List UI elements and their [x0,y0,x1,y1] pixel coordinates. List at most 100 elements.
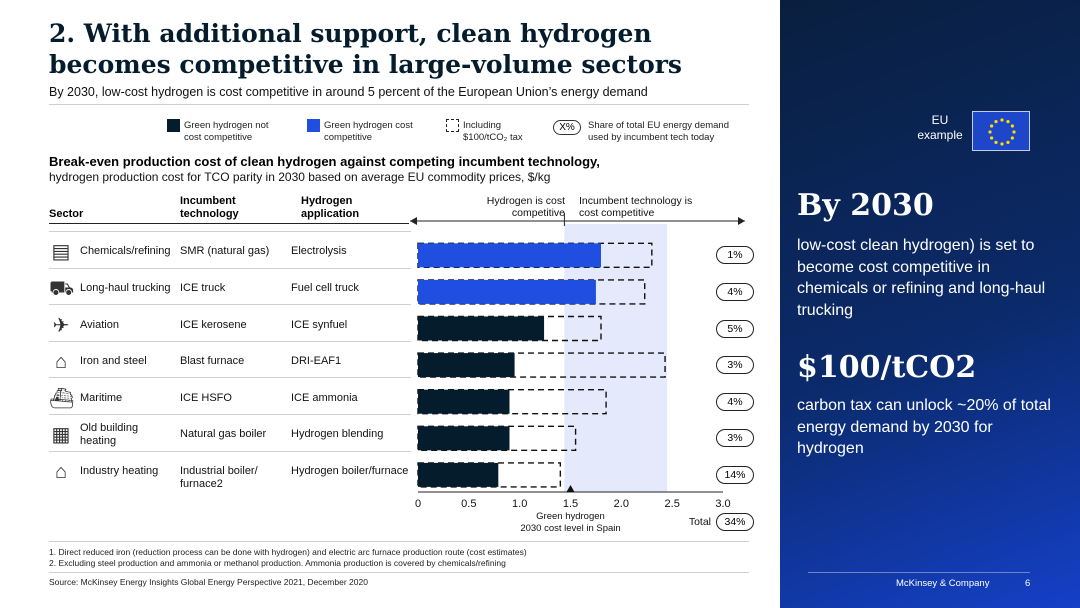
sector-label: Old building heating [80,422,139,448]
chart-subtitle: hydrogen production cost for TCO parity … [49,170,551,184]
legend-label-share: Share of total EU energy demand used by … [588,120,730,143]
flag-star [990,124,994,128]
share-badge: 5% [716,319,754,338]
flag-star [1000,142,1004,146]
hydrogen-application-label: Hydrogen boiler/furnace [291,464,409,477]
row-divider [49,231,411,232]
column-header-divider [49,223,409,224]
bar-not-competitive [418,316,545,341]
marker-triangle [566,485,575,492]
hydrogen-application-label: Electrolysis [291,245,347,258]
bar-not-competitive [418,353,515,378]
sector-label: Aviation [80,318,119,331]
flag-star [994,140,998,144]
source-note: Source: McKinsey Energy Insights Global … [49,577,368,587]
brand-name: McKinsey & Company [896,578,990,589]
share-badge: 1% [716,246,754,265]
legend-swatch-not-competitive [167,119,180,132]
incumbent-label: ICE truck [180,281,226,294]
footnote-2: 2. Excluding steel production and ammoni… [49,558,506,568]
industry-icon: ⌂ [54,460,68,483]
share-badge: 3% [716,429,754,448]
row-divider [49,450,411,452]
share-badge: 3% [716,356,754,375]
ship-icon: ⛴ [49,387,75,410]
x-tick-label: 0 [415,498,421,510]
marker-label-line1: Green hydrogen [536,511,605,522]
bar-not-competitive [418,462,499,487]
page-title: 2. With additional support, clean hydrog… [49,19,682,79]
flag-star [1006,120,1010,124]
truck-icon: ⛟ [49,277,75,300]
eu-flag-icon [972,111,1030,151]
flag-star [1010,124,1014,128]
share-badge: 4% [716,392,754,411]
x-tick-label: 0.5 [461,498,476,510]
chart-title: Break-even production cost of clean hydr… [49,154,600,169]
row-divider [49,340,411,342]
incumbent-label: Natural gas boiler [180,428,267,441]
incumbent-label: SMR (natural gas) [180,245,270,258]
flag-star [1012,130,1016,134]
legend-swatch-competitive [307,119,320,132]
incumbent-label: Industrial boiler/ furnace2 [180,464,258,490]
bar-not-competitive [418,426,510,451]
flag-star [988,130,992,134]
x-tick-label: 2.5 [665,498,680,510]
incumbent-label: ICE kerosene [180,318,247,331]
column-header-incumbent: Incumbent technology [180,195,239,220]
total-label: Total [689,516,711,528]
panel-text-2: carbon tax can unlock ~20% of total ener… [797,397,1051,457]
page-number: 6 [1025,578,1031,589]
incumbent-label: Blast furnace [180,355,245,368]
sector-label: Industry heating [80,464,159,477]
footnote-1: 1. Direct reduced iron (reduction proces… [49,547,527,557]
share-badge: 4% [716,282,754,301]
sector-label: Long-haul trucking [80,281,171,294]
flag-star [990,136,994,140]
footnote-divider [49,541,749,542]
legend-swatch-including-tax [446,119,459,132]
panel-divider [808,572,1030,573]
summary-panel [780,0,1080,608]
flag-star [1006,140,1010,144]
hydrogen-application-label: Fuel cell truck [291,281,359,294]
headline-by-2030: By 2030 [797,188,934,223]
legend-share-symbol: X% [553,120,581,135]
bar-not-competitive [418,389,510,414]
factory-icon: ▤ [51,241,71,264]
row-divider [49,414,411,415]
flag-star [1000,118,1004,122]
sector-label: Iron and steel [80,355,147,368]
hydrogen-application-label: Hydrogen blending [291,428,384,441]
sector-label: Chemicals/refining [80,245,171,258]
eu-label-line1: EU [931,113,949,127]
marker-label-line2: 2030 cost level in Spain [520,523,620,534]
annotation-incumbent-competitive: Incumbent technology is cost competitive [579,195,693,219]
legend-including-line2: $100/tCO₂ tax [463,132,523,143]
bar-competitive [418,243,601,268]
column-header-sector: Sector [49,208,84,220]
bar-competitive [418,279,596,304]
eu-label-line2: example [917,128,963,142]
building-icon: ▦ [51,424,71,447]
x-tick-label: 2.0 [614,498,629,510]
row-divider [49,267,411,269]
header-divider [49,104,749,105]
legend-label-including-tax: Including $100/tCO₂ tax [463,120,553,144]
legend-label-competitive: Green hydrogen cost competitive [324,120,413,143]
annotation-h2-competitive: Hydrogen is cost competitive [486,195,565,219]
row-divider [49,304,411,306]
sector-label: Maritime [80,391,123,404]
flag-star [994,120,998,124]
hydrogen-application-label: DRI-EAF1 [291,355,342,368]
x-tick-label: 1.5 [563,498,578,510]
steel-plant-icon: ⌂ [54,351,68,374]
hydrogen-application-label: ICE synfuel [291,318,348,331]
page-subtitle: By 2030, low-cost hydrogen is cost compe… [49,85,648,99]
column-header-hydrogen: Hydrogen application [301,195,360,220]
incumbent-label: ICE HSFO [180,391,232,404]
x-tick-label: 1.0 [512,498,527,510]
range-arrow-right-head [738,217,745,225]
